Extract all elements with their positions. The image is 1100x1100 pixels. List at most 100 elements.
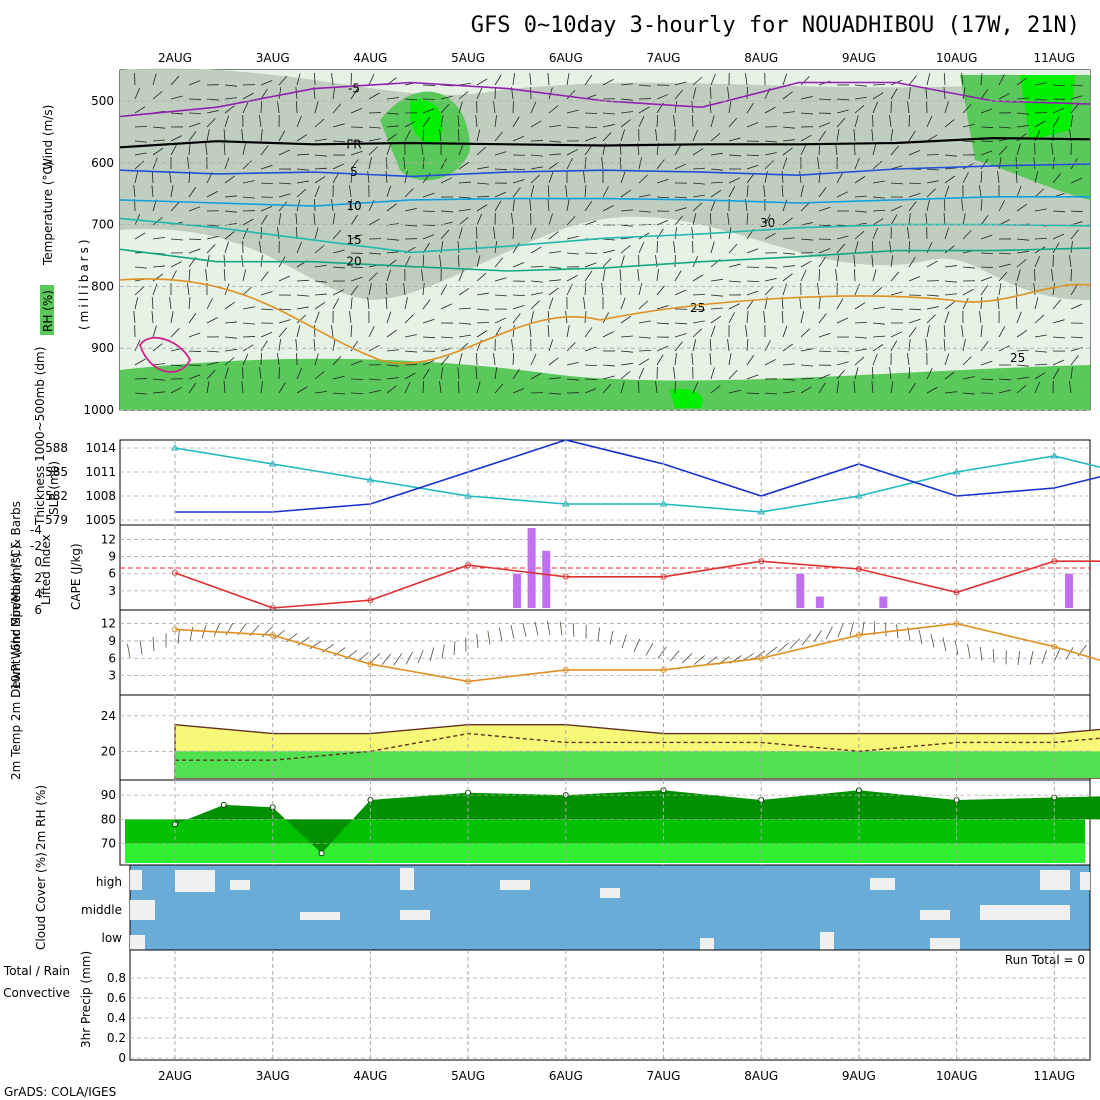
wind-barb bbox=[295, 213, 298, 226]
cloud-clear bbox=[700, 938, 714, 950]
wind-barb bbox=[638, 115, 645, 128]
wind-barb bbox=[926, 306, 939, 310]
wind-barb bbox=[313, 213, 316, 226]
wind-barb bbox=[259, 115, 262, 128]
wind-barb bbox=[854, 302, 866, 310]
upper-air-pressure-ticks: 500 600 700 800 900 1000 bbox=[83, 94, 1090, 417]
wind-barb bbox=[386, 269, 392, 282]
wind-barb bbox=[206, 110, 219, 114]
wind-barb bbox=[458, 353, 463, 366]
cape-bar bbox=[1064, 573, 1073, 608]
wind-barb bbox=[457, 367, 460, 380]
wind10m-barb bbox=[789, 638, 800, 649]
wind-barb bbox=[350, 360, 363, 366]
wind-barb bbox=[1052, 210, 1065, 213]
wind-barb bbox=[764, 140, 777, 143]
isotherm-label--5: -5 bbox=[348, 82, 360, 96]
wind-barb bbox=[206, 361, 219, 366]
wind10m-barb bbox=[225, 622, 234, 636]
wind-barb bbox=[710, 181, 723, 184]
wind-barb bbox=[584, 346, 597, 352]
wind-barb bbox=[512, 242, 520, 254]
x-tick-top-7AUG: 7AUG bbox=[647, 51, 681, 65]
wind-barb bbox=[188, 364, 202, 366]
dewpt-band bbox=[175, 751, 1100, 778]
wind-barb bbox=[494, 115, 497, 128]
wind-barb bbox=[530, 227, 537, 240]
wind-barb bbox=[422, 283, 425, 296]
wind-barb bbox=[853, 129, 856, 142]
wind-barb bbox=[223, 381, 226, 394]
wind-barb bbox=[260, 381, 263, 394]
wind10m-barb bbox=[487, 630, 491, 645]
wind10m-barb bbox=[1053, 648, 1061, 663]
wind-barb bbox=[548, 153, 561, 156]
wind-barb bbox=[926, 168, 939, 171]
x-tick-top-2AUG: 2AUG bbox=[158, 51, 192, 65]
wind-barb bbox=[979, 311, 982, 324]
wind-barb bbox=[404, 256, 411, 268]
wind-barb bbox=[1052, 299, 1061, 310]
wind-barb bbox=[350, 198, 353, 212]
wind-barb bbox=[224, 348, 237, 352]
wind-barb bbox=[781, 311, 784, 324]
wind-barb bbox=[584, 262, 597, 268]
wind-barb bbox=[710, 294, 723, 297]
cloud-clear bbox=[130, 935, 145, 950]
wind-barb bbox=[836, 117, 846, 128]
wind-barb bbox=[998, 74, 1005, 86]
wind-barb bbox=[403, 283, 406, 296]
wind10m-barb bbox=[979, 646, 983, 661]
wind-barb bbox=[781, 171, 784, 184]
wind-barb bbox=[440, 158, 448, 170]
wind-barb bbox=[170, 135, 182, 142]
wind10m-tick-9: 9 bbox=[108, 634, 116, 648]
wind-barb bbox=[458, 91, 469, 100]
wind-barb bbox=[692, 76, 703, 86]
slp-label: SLP (mb) bbox=[47, 461, 61, 515]
wind-barb bbox=[998, 263, 1011, 268]
wind-barb bbox=[242, 180, 255, 184]
wind-barb bbox=[656, 240, 658, 254]
wind-barb bbox=[746, 122, 759, 128]
wind-barb bbox=[152, 325, 157, 338]
wind-barb bbox=[170, 364, 183, 367]
wind-barb bbox=[800, 260, 812, 268]
wind-barb bbox=[386, 112, 399, 115]
wind-barb bbox=[1033, 283, 1036, 296]
wind-barb bbox=[476, 308, 489, 311]
wind10m-barb bbox=[942, 637, 947, 652]
wind-barb bbox=[584, 200, 593, 212]
wind-barb bbox=[151, 296, 154, 310]
cloud-clear bbox=[1040, 870, 1070, 890]
wind-barb bbox=[530, 185, 535, 198]
wind-barb bbox=[404, 188, 414, 198]
wind-barb bbox=[655, 129, 658, 142]
wind-barb bbox=[764, 152, 777, 156]
pressure-tick-1000: 1000 bbox=[83, 403, 114, 417]
footer-credit: GrADS: COLA/IGES bbox=[4, 1085, 116, 1099]
wind-barb bbox=[1034, 372, 1046, 380]
wind-barb bbox=[691, 353, 694, 366]
wind-barb bbox=[458, 196, 471, 199]
x-tick-top-5AUG: 5AUG bbox=[451, 51, 485, 65]
wind-barb bbox=[458, 322, 471, 325]
wind-barb bbox=[782, 139, 795, 142]
wind10m-series: 3 6 9 12 bbox=[101, 617, 1100, 685]
wind-barb bbox=[350, 392, 364, 394]
wind-barb bbox=[295, 87, 298, 100]
wind-barb bbox=[475, 367, 478, 380]
thickness-line bbox=[174, 447, 1100, 513]
wind-barb bbox=[350, 150, 363, 156]
wind-barb bbox=[314, 167, 327, 170]
wind-barb bbox=[638, 349, 652, 352]
cloud-clear bbox=[600, 888, 620, 898]
precip-tick-0.2: 0.2 bbox=[107, 1031, 126, 1045]
wind-barb bbox=[782, 199, 788, 212]
wind-barb bbox=[728, 280, 741, 283]
wind-barb bbox=[296, 367, 303, 380]
wind-barb bbox=[962, 230, 972, 240]
wind-barb bbox=[656, 322, 669, 325]
wind-barb bbox=[224, 195, 237, 198]
wind-barb bbox=[710, 315, 722, 324]
